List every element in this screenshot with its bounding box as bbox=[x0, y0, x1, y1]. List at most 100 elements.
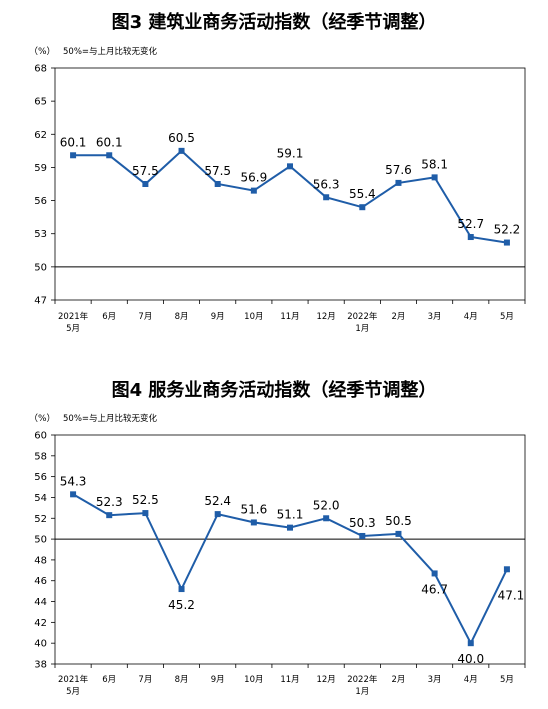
chart-2-data-point bbox=[431, 570, 438, 577]
chart-1-unit-label: （%） bbox=[29, 46, 56, 57]
chart-1-note: 50%=与上月比较无变化 bbox=[63, 46, 158, 57]
chart-1-x-tick-label: 2021年 5月 bbox=[58, 311, 89, 334]
chart-2-y-tick-label: 46 bbox=[34, 576, 47, 587]
chart-1-x-tick-label-line: 12月 bbox=[316, 312, 335, 322]
chart-1-data-label: 56.9 bbox=[240, 171, 267, 185]
chart-1-title: 图3 建筑业商务活动指数（经季节调整） bbox=[111, 12, 437, 33]
chart-1-y-tick-label: 62 bbox=[34, 130, 47, 141]
chart-1-data-label: 52.2 bbox=[494, 223, 521, 237]
chart-2-data-point bbox=[106, 512, 113, 519]
chart-2-y-tick-label: 52 bbox=[34, 514, 47, 525]
chart-2-x-tick-label-line: 10月 bbox=[244, 675, 263, 685]
chart-1-x-tick-label-line: 4月 bbox=[464, 312, 478, 322]
chart-2-x-tick-label-line: 9月 bbox=[211, 675, 225, 685]
chart-2-data-label: 45.2 bbox=[168, 598, 195, 612]
chart-1-data-label: 58.1 bbox=[421, 157, 448, 171]
chart-2-title: 图4 服务业商务活动指数（经季节调整） bbox=[111, 380, 437, 401]
chart-2-x-tick-label: 10月 bbox=[244, 675, 263, 685]
chart-1-x-tick-label-line: 2月 bbox=[392, 312, 406, 322]
chart-1-data-point bbox=[70, 152, 77, 159]
chart-1-x-tick-label-line: 5月 bbox=[66, 324, 80, 334]
chart-1-plot-frame bbox=[54, 67, 526, 301]
chart-2-x-tick-label-line: 8月 bbox=[175, 675, 189, 685]
chart-2-note: 50%=与上月比较无变化 bbox=[63, 413, 158, 424]
chart-2-x-tick-label-line: 5月 bbox=[66, 687, 80, 697]
chart-2-unit-label: （%） bbox=[29, 413, 56, 424]
chart-1-data-label: 60.1 bbox=[60, 135, 87, 149]
chart-1-x-tick-label-line: 7月 bbox=[138, 312, 152, 322]
chart-2-y-tick-label: 38 bbox=[34, 660, 47, 671]
chart-2-data-point bbox=[359, 532, 366, 539]
chart-1-x-tick-label-line: 10月 bbox=[244, 312, 263, 322]
chart-1-data-label: 52.7 bbox=[457, 217, 484, 231]
chart-2-data-label: 52.5 bbox=[132, 493, 159, 507]
chart-1-data-point bbox=[323, 194, 330, 201]
chart-2-x-tick-label-line: 12月 bbox=[316, 675, 335, 685]
chart-1-x-tick-label: 11月 bbox=[280, 312, 299, 322]
chart-2-x-tick-label: 2月 bbox=[392, 675, 406, 685]
chart-2-y-tick-label: 48 bbox=[34, 555, 47, 566]
chart-1-data-point bbox=[503, 239, 510, 246]
chart-2-x-tick-label: 11月 bbox=[280, 675, 299, 685]
chart-1-construction-index: （%） 50%=与上月比较无变化 47 50 53 56 59 62 65 68 2021年 5月 6月… bbox=[29, 46, 526, 334]
chart-2-x-tick-label-line: 4月 bbox=[464, 675, 478, 685]
chart-2-y-tick-label: 40 bbox=[34, 639, 47, 650]
chart-2-data-point bbox=[250, 519, 257, 526]
chart-2-data-point bbox=[178, 586, 185, 593]
chart-2-data-point bbox=[323, 515, 330, 522]
chart-2-y-tick-label: 50 bbox=[34, 535, 47, 546]
chart-1-y-tick-label: 50 bbox=[34, 262, 47, 273]
chart-2-x-tick-label-line: 3月 bbox=[428, 675, 442, 685]
chart-1-data-point bbox=[467, 234, 474, 241]
chart-2-x-tick-label: 7月 bbox=[138, 675, 152, 685]
chart-1-data-label: 57.6 bbox=[385, 163, 412, 177]
chart-2-x-tick-label: 6月 bbox=[102, 675, 116, 685]
chart-1-data-label: 60.5 bbox=[168, 131, 195, 145]
chart-1-y-tick-label: 65 bbox=[34, 97, 47, 108]
chart-2-x-tick-label: 5月 bbox=[500, 675, 514, 685]
chart-1-x-tick-label-line: 2021年 bbox=[58, 311, 89, 322]
chart-2-x-tick-label-line: 5月 bbox=[500, 675, 514, 685]
chart-1-data-point bbox=[431, 174, 438, 181]
chart-1-data-point bbox=[250, 187, 257, 194]
chart-1-x-tick-label-line: 8月 bbox=[175, 312, 189, 322]
chart-2-x-tick-label-line: 2021年 bbox=[58, 674, 89, 685]
chart-1-x-tick-label-line: 9月 bbox=[211, 312, 225, 322]
chart-2-data-point bbox=[395, 530, 402, 537]
chart-2-services-index: （%） 50%=与上月比较无变化 38 40 42 44 46 48 50 52 54 56 58 60 2… bbox=[29, 413, 526, 697]
chart-2-y-tick-label: 54 bbox=[34, 493, 47, 504]
chart-1-data-label: 55.4 bbox=[349, 187, 376, 201]
chart-2-x-tick-label: 2021年 5月 bbox=[58, 674, 89, 697]
chart-1-data-label: 57.5 bbox=[132, 164, 159, 178]
chart-1-x-tick-label: 8月 bbox=[175, 312, 189, 322]
chart-1-x-tick-label: 5月 bbox=[500, 312, 514, 322]
chart-1-x-tick-label: 2月 bbox=[392, 312, 406, 322]
chart-2-x-tick-label-line: 6月 bbox=[102, 675, 116, 685]
chart-1-x-tick-label: 4月 bbox=[464, 312, 478, 322]
chart-2-x-tick-label: 12月 bbox=[316, 675, 335, 685]
chart-1-y-tick-label: 68 bbox=[34, 64, 47, 75]
chart-2-x-tick-label-line: 1月 bbox=[355, 687, 369, 697]
chart-2-data-label: 47.1 bbox=[498, 588, 525, 602]
chart-2-x-tick-label: 4月 bbox=[464, 675, 478, 685]
chart-2-y-tick-label: 56 bbox=[34, 472, 47, 483]
chart-2-data-label: 51.6 bbox=[240, 502, 267, 516]
chart-1-x-tick-label-line: 6月 bbox=[102, 312, 116, 322]
chart-1-data-point bbox=[106, 152, 113, 159]
chart-2-data-label: 51.1 bbox=[277, 508, 304, 522]
chart-1-data-label: 57.5 bbox=[204, 164, 231, 178]
chart-1-data-label: 56.3 bbox=[313, 177, 340, 191]
chart-2-data-point bbox=[214, 511, 221, 518]
chart-1-x-tick-label-line: 3月 bbox=[428, 312, 442, 322]
chart-1-x-tick-label: 10月 bbox=[244, 312, 263, 322]
chart-2-x-tick-label-line: 2022年 bbox=[347, 674, 378, 685]
chart-1-x-tick-label: 2022年 1月 bbox=[347, 311, 378, 334]
chart-1-data-point bbox=[142, 181, 149, 187]
chart-1-y-tick-label: 47 bbox=[34, 296, 47, 307]
chart-2-x-tick-label-line: 11月 bbox=[280, 675, 299, 685]
chart-2-x-tick-label: 8月 bbox=[175, 675, 189, 685]
chart-1-data-point bbox=[214, 181, 221, 187]
chart-2-data-point bbox=[287, 524, 293, 531]
chart-1-x-tick-label: 3月 bbox=[428, 312, 442, 322]
chart-2-data-label: 46.7 bbox=[421, 582, 448, 596]
